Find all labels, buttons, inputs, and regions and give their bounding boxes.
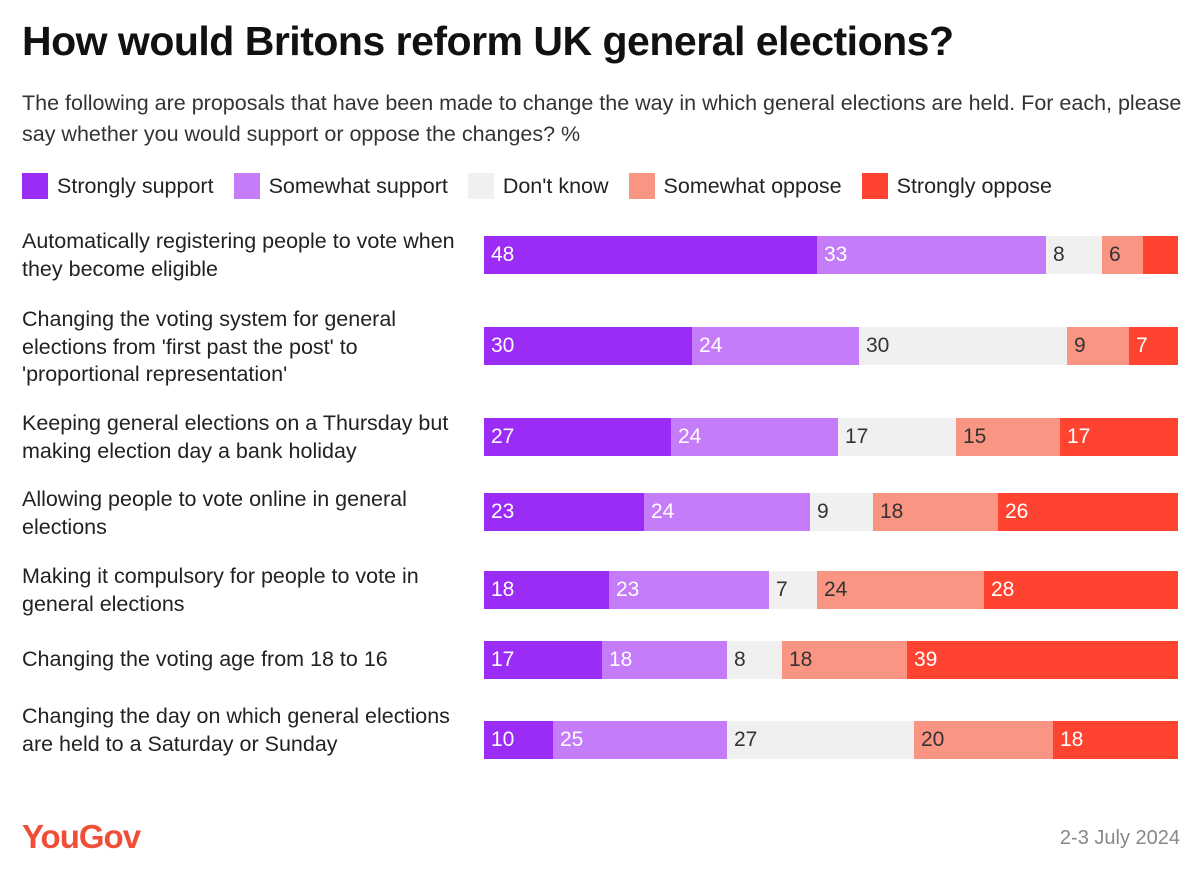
legend-item-4: Strongly oppose (861, 173, 1052, 199)
bar-segment-0-3: 6 (1102, 236, 1143, 274)
data-label-4-4: 28 (991, 578, 1015, 601)
data-label-1-1: 24 (699, 334, 723, 357)
bar-segment-6-3: 20 (914, 721, 1053, 759)
legend-swatch-2 (467, 173, 494, 199)
data-label-2-2: 17 (845, 425, 869, 448)
data-label-4-3: 24 (824, 578, 848, 601)
bar-segment-1-4: 7 (1129, 327, 1178, 365)
bar-segment-4-0: 18 (484, 571, 609, 609)
data-label-2-4: 17 (1067, 425, 1091, 448)
data-label-0-0: 48 (491, 243, 515, 266)
data-label-1-3: 9 (1074, 334, 1086, 357)
data-label-0-3: 6 (1109, 243, 1121, 266)
data-label-6-0: 10 (491, 728, 515, 751)
data-label-5-2: 8 (734, 648, 746, 671)
legend-swatch-3 (628, 173, 655, 199)
legend-label-2: Don't know (502, 173, 609, 198)
yougov-logo: YouGov (22, 818, 141, 855)
bar-segment-6-4: 18 (1053, 721, 1178, 759)
data-label-0-2: 8 (1053, 243, 1065, 266)
bar-segment-1-2: 30 (859, 327, 1067, 365)
legend-label-3: Somewhat oppose (663, 173, 842, 198)
data-label-3-1: 24 (651, 500, 675, 523)
bar-segment-2-3: 15 (956, 418, 1060, 456)
category-label-3: Allowing people to vote online in genera… (22, 487, 407, 539)
bar-segment-3-0: 23 (484, 493, 644, 531)
bar-segment-5-0: 17 (484, 641, 602, 679)
legend-swatch-0 (22, 173, 48, 199)
bar-segment-4-4: 28 (984, 571, 1178, 609)
data-label-5-1: 18 (609, 648, 633, 671)
data-label-6-1: 25 (560, 728, 584, 751)
data-label-3-4: 26 (1005, 500, 1029, 523)
chart-subtitle: The following are proposals that have be… (22, 91, 1182, 146)
legend-label-4: Strongly oppose (896, 173, 1052, 198)
data-label-2-0: 27 (491, 425, 515, 448)
bar-segment-2-2: 17 (838, 418, 956, 456)
category-label-6: Changing the day on which general electi… (22, 704, 450, 756)
data-label-1-0: 30 (491, 334, 515, 357)
bar-segment-6-1: 25 (553, 721, 727, 759)
bar-segment-4-1: 23 (609, 571, 769, 609)
data-label-4-2: 7 (776, 578, 788, 601)
data-label-6-4: 18 (1060, 728, 1084, 751)
bar-segment-1-1: 24 (692, 327, 859, 365)
bar-segment-4-3: 24 (817, 571, 984, 609)
data-label-1-4: 7 (1136, 334, 1148, 357)
bar-segment-1-3: 9 (1067, 327, 1129, 365)
bar-segment-0-1: 33 (817, 236, 1046, 274)
legend-swatch-4 (861, 173, 888, 199)
bar-segment-3-4: 26 (998, 493, 1178, 531)
bar-segment-2-0: 27 (484, 418, 671, 456)
bar-segment-6-2: 27 (727, 721, 914, 759)
legend-item-1: Somewhat support (233, 173, 448, 199)
legend: Strongly support Somewhat support Don't kn… (22, 171, 1072, 201)
chart-title: How would Britons reform UK general elec… (22, 18, 954, 64)
data-label-5-3: 18 (789, 648, 813, 671)
bar-segment-5-4: 39 (907, 641, 1178, 679)
bar-segment-2-4: 17 (1060, 418, 1178, 456)
legend-label-1: Somewhat support (268, 173, 448, 198)
data-label-6-2: 27 (734, 728, 758, 751)
data-label-4-0: 18 (491, 578, 515, 601)
bar-segment-6-0: 10 (484, 721, 553, 759)
category-label-0: Automatically registering people to vote… (22, 229, 455, 281)
legend-item-2: Don't know (467, 173, 609, 199)
legend-swatch-1 (233, 173, 260, 199)
bar-segment-1-0: 30 (484, 327, 692, 365)
data-label-1-2: 30 (866, 334, 890, 357)
data-label-3-3: 18 (880, 500, 904, 523)
data-label-2-3: 15 (963, 425, 987, 448)
bar-segment-3-2: 9 (810, 493, 873, 531)
data-label-2-1: 24 (678, 425, 702, 448)
category-label-4: Making it compulsory for people to vote … (22, 564, 419, 616)
data-label-6-3: 20 (921, 728, 945, 751)
data-label-3-2: 9 (817, 500, 829, 523)
bar-segment-5-3: 18 (782, 641, 907, 679)
category-label-5: Changing the voting age from 18 to 16 (22, 647, 388, 671)
data-label-5-4: 39 (914, 648, 938, 671)
bar-segment-0-4 (1143, 236, 1178, 274)
bar-segment-4-2: 7 (769, 571, 817, 609)
bar-segment-3-1: 24 (644, 493, 810, 531)
survey-date: 2-3 July 2024 (1059, 827, 1180, 849)
data-label-3-0: 23 (491, 500, 515, 523)
legend-item-3: Somewhat oppose (628, 173, 842, 199)
bar-segment-5-2: 8 (727, 641, 782, 679)
data-label-4-1: 23 (616, 578, 640, 601)
bar-segment-0-2: 8 (1046, 236, 1102, 274)
bar-segment-3-3: 18 (873, 493, 998, 531)
category-label-1: Changing the voting system for general e… (22, 307, 397, 386)
bar-segment-0-0: 48 (484, 236, 817, 274)
bar-segment-2-1: 24 (671, 418, 838, 456)
data-label-5-0: 17 (491, 648, 515, 671)
bar-segment-5-1: 18 (602, 641, 727, 679)
legend-item-0: Strongly support (22, 173, 214, 199)
category-label-2: Keeping general elections on a Thursday … (22, 411, 449, 463)
data-label-0-1: 33 (824, 243, 848, 266)
legend-label-0: Strongly support (57, 173, 214, 198)
